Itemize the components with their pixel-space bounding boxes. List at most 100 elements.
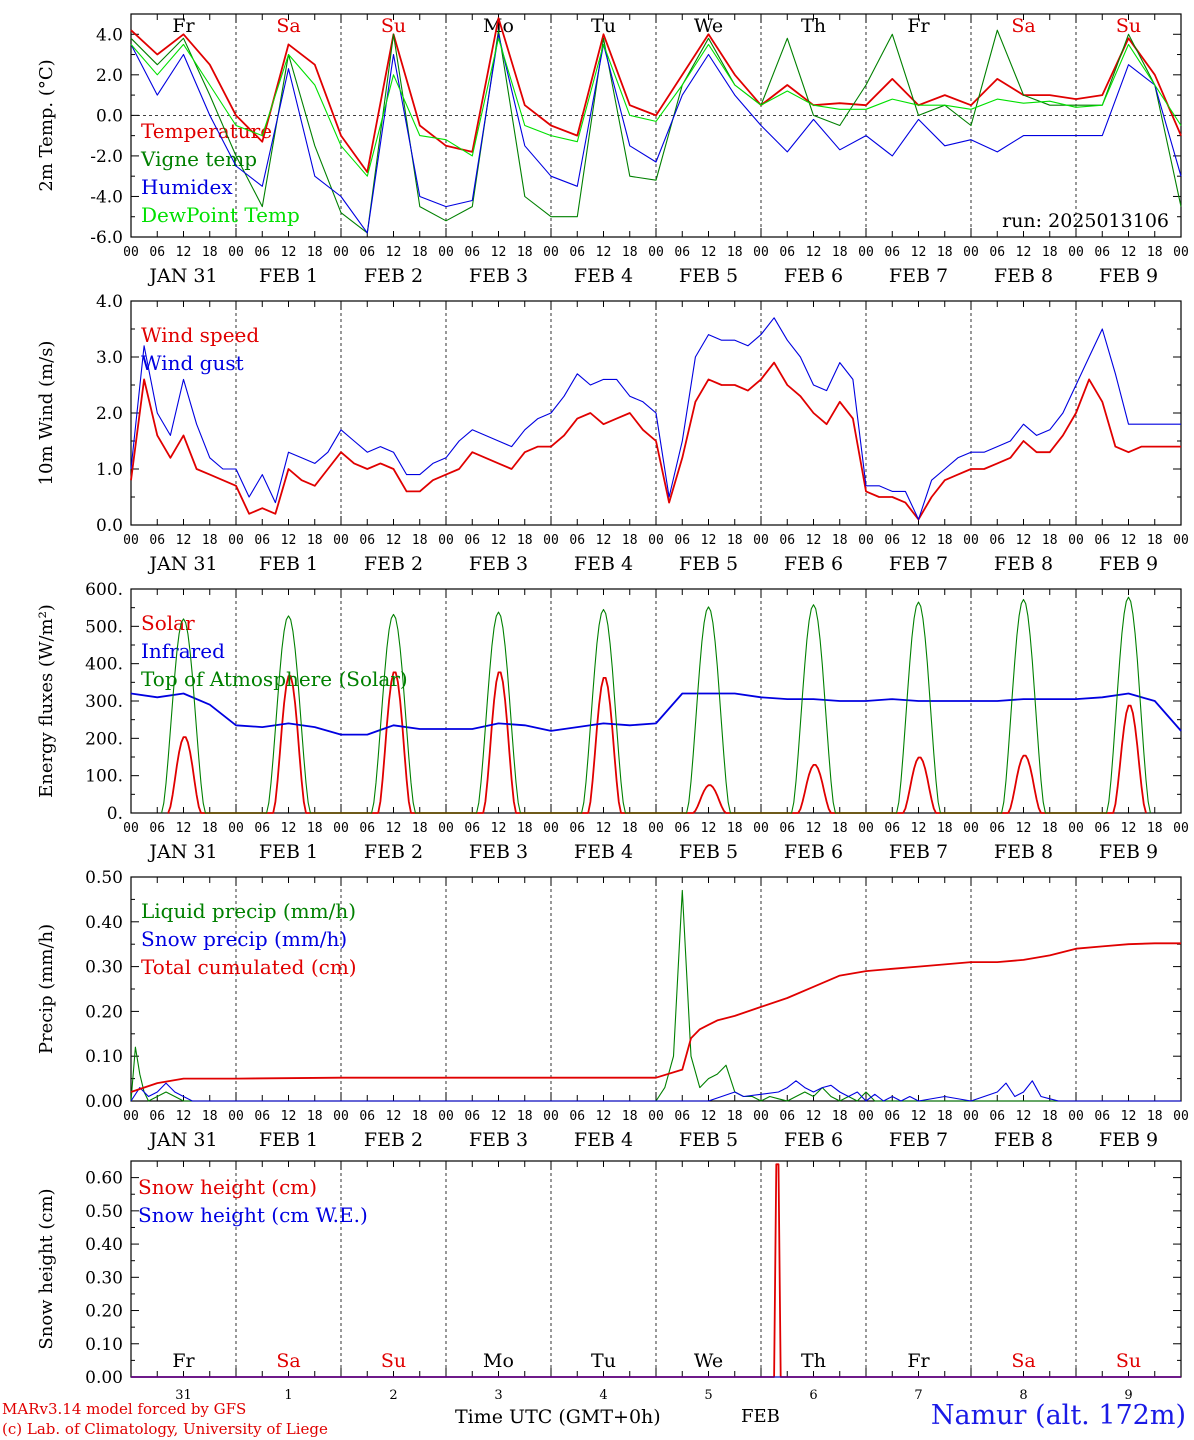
legend-entry: Total cumulated (cm) xyxy=(141,955,357,979)
hour-tick-label: 18 xyxy=(202,533,218,548)
hour-tick-label: 00 xyxy=(963,1109,979,1124)
legend-entry: DewPoint Temp xyxy=(141,203,300,227)
hour-tick-label: 00 xyxy=(228,821,244,836)
legend-entry: Humidex xyxy=(141,175,233,199)
y-axis-label: Precip (mm/h) xyxy=(36,924,57,1054)
hour-tick-label: 06 xyxy=(359,533,375,548)
hour-tick-label: 18 xyxy=(517,533,533,548)
hour-tick-label: 18 xyxy=(202,821,218,836)
date-label: FEB 3 xyxy=(469,1129,528,1151)
hour-tick-label: 00 xyxy=(753,821,769,836)
hour-tick-label: 18 xyxy=(832,533,848,548)
model-credit: MARv3.14 model forced by GFS xyxy=(2,1400,247,1418)
y-tick-label: 0.50 xyxy=(85,868,123,888)
y-tick-label: 4.0 xyxy=(96,292,123,312)
series-line xyxy=(130,692,1182,736)
hour-tick-label: 00 xyxy=(648,821,664,836)
hour-tick-label: 00 xyxy=(228,1109,244,1124)
date-label: FEB 1 xyxy=(259,553,318,575)
hour-tick-label: 18 xyxy=(307,1109,323,1124)
day-name: Su xyxy=(381,1350,406,1372)
date-label: FEB 2 xyxy=(364,265,423,287)
hour-tick-label: 06 xyxy=(989,533,1005,548)
hour-tick-label: 18 xyxy=(832,1109,848,1124)
hour-tick-label: 00 xyxy=(753,1109,769,1124)
day-name: We xyxy=(694,15,723,37)
hour-tick-label: 12 xyxy=(911,1109,927,1124)
day-name: Sa xyxy=(276,15,300,37)
hour-tick-label: 18 xyxy=(1042,821,1058,836)
series-line xyxy=(130,33,1182,234)
y-tick-label: 0.30 xyxy=(85,958,123,978)
legend-entry: Snow height (cm) xyxy=(138,1175,317,1199)
hour-tick-label: 18 xyxy=(1042,1109,1058,1124)
hour-tick-label: 00 xyxy=(333,1109,349,1124)
day-name: Th xyxy=(801,1350,826,1372)
hour-tick-label: 06 xyxy=(464,245,480,260)
hour-tick-label: 06 xyxy=(674,533,690,548)
hour-tick-label: 12 xyxy=(911,821,927,836)
y-tick-label: 0.40 xyxy=(85,913,123,933)
legend-entry: Infrared xyxy=(141,639,225,663)
legend-entry: Liquid precip (mm/h) xyxy=(141,899,356,923)
date-label: FEB 6 xyxy=(784,841,843,863)
hour-tick-label: 18 xyxy=(937,1109,953,1124)
day-name: Fr xyxy=(907,15,930,37)
hour-tick-label: 12 xyxy=(596,533,612,548)
date-label: FEB 6 xyxy=(784,265,843,287)
hour-tick-label: 18 xyxy=(727,821,743,836)
hour-tick-label: 12 xyxy=(281,1109,297,1124)
hour-tick-label: 00 xyxy=(543,821,559,836)
hour-tick-label: 00 xyxy=(963,821,979,836)
hour-tick-label: 18 xyxy=(517,821,533,836)
hour-tick-label: 00 xyxy=(1173,821,1189,836)
date-label: FEB 7 xyxy=(889,553,948,575)
hour-tick-label: 06 xyxy=(149,1109,165,1124)
day-number: 4 xyxy=(599,1388,607,1403)
hour-tick-label: 00 xyxy=(858,821,874,836)
day-number: 31 xyxy=(175,1388,192,1403)
legend-entry: Vigne temp xyxy=(140,147,257,171)
hour-tick-label: 00 xyxy=(1173,245,1189,260)
y-tick-label: 0.0 xyxy=(96,516,123,536)
y-tick-label: 0.60 xyxy=(85,1169,123,1189)
y-tick-label: 400. xyxy=(85,655,123,675)
y-tick-label: 1.0 xyxy=(96,460,123,480)
hour-tick-label: 06 xyxy=(254,533,270,548)
hour-tick-label: 06 xyxy=(359,1109,375,1124)
date-label: FEB 5 xyxy=(679,1129,738,1151)
hour-tick-label: 00 xyxy=(753,533,769,548)
hour-tick-label: 06 xyxy=(149,245,165,260)
hour-tick-label: 00 xyxy=(543,245,559,260)
run-annotation: run: 2025013106 xyxy=(1002,210,1169,232)
hour-tick-label: 06 xyxy=(254,821,270,836)
hour-tick-label: 00 xyxy=(1068,1109,1084,1124)
y-tick-label: -4.0 xyxy=(90,187,123,207)
hour-tick-label: 00 xyxy=(1068,821,1084,836)
hour-tick-label: 12 xyxy=(386,533,402,548)
hour-tick-label: 12 xyxy=(176,533,192,548)
hour-tick-label: 18 xyxy=(832,245,848,260)
date-label: FEB 2 xyxy=(364,1129,423,1151)
y-axis-label: 2m Temp. (°C) xyxy=(36,59,57,191)
y-tick-label: 0.0 xyxy=(96,106,123,126)
y-tick-label: -6.0 xyxy=(90,228,123,248)
hour-tick-label: 18 xyxy=(517,1109,533,1124)
date-label: FEB 8 xyxy=(994,553,1053,575)
lab-credit: (c) Lab. of Climatology, University of L… xyxy=(2,1420,328,1438)
y-tick-label: 300. xyxy=(85,692,123,712)
hour-tick-label: 18 xyxy=(1042,533,1058,548)
hour-tick-label: 12 xyxy=(701,245,717,260)
date-label: FEB 6 xyxy=(784,1129,843,1151)
hour-tick-label: 06 xyxy=(569,245,585,260)
date-label: FEB 7 xyxy=(889,1129,948,1151)
date-label: FEB 8 xyxy=(994,841,1053,863)
y-tick-label: 2.0 xyxy=(96,66,123,86)
hour-tick-label: 18 xyxy=(622,1109,638,1124)
hour-tick-label: 06 xyxy=(464,533,480,548)
date-label: FEB 3 xyxy=(469,553,528,575)
hour-tick-label: 12 xyxy=(701,821,717,836)
hour-tick-label: 06 xyxy=(1094,1109,1110,1124)
hour-tick-label: 06 xyxy=(989,1109,1005,1124)
date-label: FEB 5 xyxy=(679,841,738,863)
